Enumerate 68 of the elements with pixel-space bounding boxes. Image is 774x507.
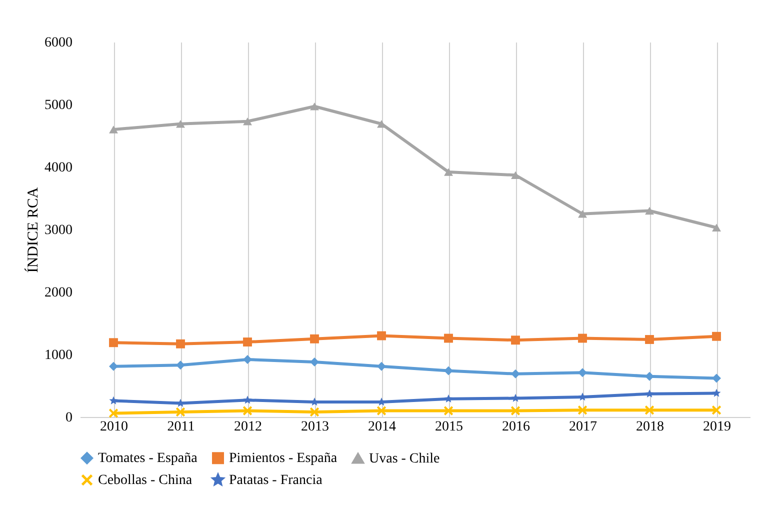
legend-label: Tomates - España — [98, 451, 198, 466]
point — [444, 406, 454, 416]
point — [511, 369, 520, 378]
point — [243, 355, 252, 364]
point — [176, 407, 186, 417]
point — [645, 389, 654, 398]
point — [712, 224, 721, 232]
x-tick-label: 2019 — [703, 420, 731, 434]
point — [377, 331, 386, 340]
y-tick-label: 1000 — [44, 348, 72, 363]
x-tick-label: 2013 — [301, 420, 329, 434]
x-tick-label: 2014 — [368, 420, 396, 434]
legend-label: Cebollas - China — [98, 473, 193, 488]
point — [376, 406, 386, 416]
point — [109, 396, 118, 404]
point — [243, 338, 252, 346]
point — [377, 362, 386, 371]
point — [511, 336, 520, 345]
point — [578, 405, 588, 415]
x-tick-label: 2018 — [636, 420, 664, 434]
point — [176, 120, 185, 128]
point — [176, 339, 185, 348]
y-tick-label: 2000 — [44, 286, 72, 300]
point — [109, 362, 118, 371]
point — [645, 335, 654, 344]
point — [242, 406, 252, 416]
y-axis-title: ÍNDICE RCA — [24, 187, 42, 273]
point — [310, 102, 319, 110]
legend-label: Uvas - Chile — [369, 451, 440, 466]
point — [644, 405, 654, 415]
point — [310, 334, 319, 344]
point — [511, 394, 520, 402]
point — [578, 210, 587, 218]
point — [645, 206, 654, 215]
point — [444, 394, 453, 402]
y-tick-label: 5000 — [44, 98, 72, 113]
point — [712, 332, 721, 341]
point — [109, 126, 118, 134]
point — [176, 360, 185, 370]
point — [578, 368, 587, 378]
point — [712, 374, 721, 383]
point — [444, 366, 453, 376]
legend-label: Pimientos - España — [229, 451, 338, 466]
x-tick-label: 2016 — [502, 420, 530, 434]
point — [109, 338, 118, 348]
point — [176, 398, 185, 407]
point — [243, 118, 252, 126]
point — [310, 358, 319, 366]
y-tick-label: 6000 — [44, 36, 72, 50]
y-tick-label: 0 — [66, 410, 72, 426]
point — [243, 396, 252, 404]
x-tick-label: 2017 — [569, 420, 597, 434]
point — [108, 408, 118, 418]
x-tick-label: 2010 — [100, 420, 128, 434]
point — [712, 388, 721, 397]
point — [510, 406, 520, 416]
point — [511, 171, 520, 179]
y-tick-label: 3000 — [44, 223, 72, 238]
x-tick-label: 2011 — [167, 420, 195, 434]
point — [578, 334, 587, 343]
point — [444, 334, 453, 343]
y-tick-label: 4000 — [44, 160, 72, 176]
point — [310, 407, 320, 417]
x-tick-label: 2012 — [234, 420, 262, 434]
point — [444, 168, 453, 176]
point — [712, 405, 722, 415]
x-tick-label: 2015 — [435, 420, 463, 434]
legend-label: Patatas - Francia — [229, 473, 324, 488]
